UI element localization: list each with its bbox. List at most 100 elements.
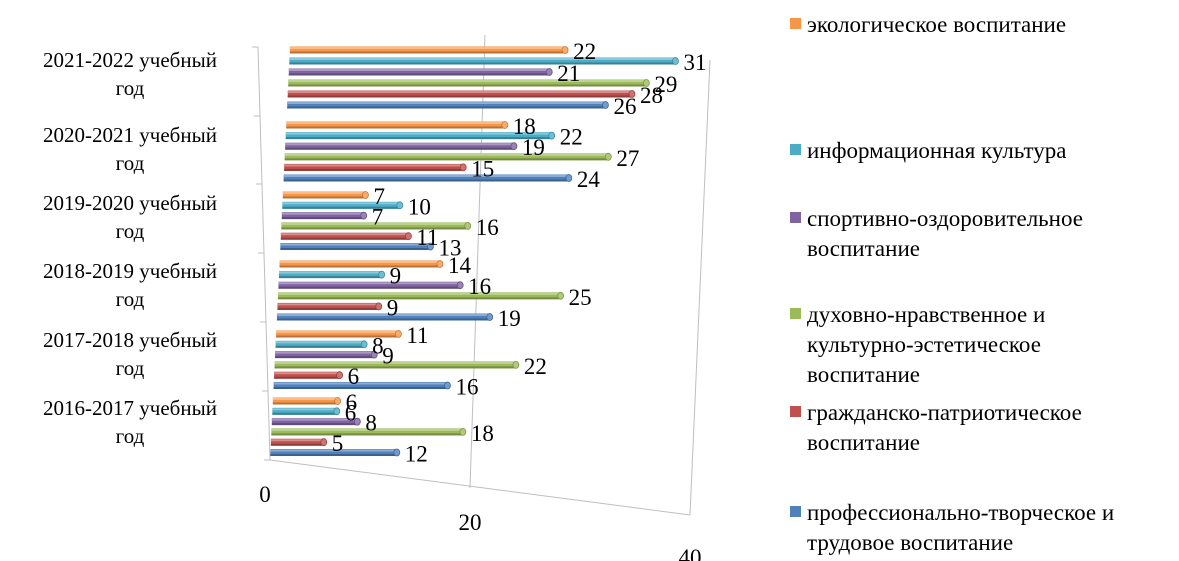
- bar-highlight: [281, 222, 468, 225]
- bar: [284, 163, 464, 171]
- bar: [273, 382, 448, 389]
- bar-cap: [360, 211, 368, 220]
- bar-highlight: [279, 261, 440, 263]
- bar-cap: [360, 340, 368, 349]
- bar-highlight: [280, 233, 409, 236]
- bar-cap: [545, 68, 553, 76]
- bar-chart: 2016-2017 учебный год 2017-2018 учебный год…: [43, 34, 711, 561]
- bar: [288, 79, 647, 87]
- data-label: 9: [390, 264, 402, 289]
- data-label: 15: [471, 156, 494, 181]
- bar-shadow: [278, 276, 382, 279]
- bar: [272, 407, 337, 415]
- data-label: 6: [346, 390, 358, 415]
- bar-cap: [628, 90, 636, 98]
- bar-cap: [557, 291, 564, 300]
- legend-label: духовно-нравственное и культурно-эстетич…: [807, 302, 1046, 387]
- category-label: год: [116, 76, 145, 100]
- bar-cap: [512, 360, 520, 369]
- bar-highlight: [287, 102, 606, 104]
- bar-shadow: [280, 237, 409, 240]
- bar-highlight: [271, 418, 358, 421]
- bar-highlight: [271, 428, 463, 431]
- bar-cap: [396, 201, 404, 210]
- bar-highlight: [273, 382, 448, 385]
- data-label: 22: [524, 354, 547, 379]
- data-label: 22: [560, 125, 583, 150]
- bar-cap: [427, 242, 434, 251]
- bar: [289, 46, 566, 54]
- bar-shadow: [270, 443, 324, 446]
- bar: [284, 153, 609, 161]
- bar-cap: [501, 121, 509, 129]
- bar: [276, 330, 399, 338]
- data-label: 25: [569, 285, 592, 310]
- data-label: 16: [455, 375, 478, 400]
- bar-cap: [378, 270, 386, 279]
- data-label: 28: [640, 83, 663, 108]
- bar: [278, 281, 461, 289]
- legend-swatch: [790, 308, 801, 319]
- bar-highlight: [288, 69, 550, 71]
- bar-shadow: [271, 433, 463, 436]
- bar-shadow: [278, 286, 461, 289]
- bar-highlight: [276, 331, 399, 333]
- bar: [270, 449, 397, 456]
- bar-cap: [395, 330, 402, 338]
- gridline-20: [469, 34, 486, 489]
- data-label: 19: [498, 306, 521, 331]
- bar-highlight: [272, 398, 338, 400]
- x-tick-label: 40: [679, 545, 702, 561]
- category-label: год: [116, 287, 145, 311]
- bar-cap: [353, 417, 361, 426]
- bar-shadow: [276, 318, 490, 321]
- legend-item-sport: спортивно-оздоровительное воспитание: [790, 204, 1167, 264]
- bar-shadow: [277, 297, 561, 300]
- category-label: 2020-2021 учебный: [43, 123, 217, 147]
- data-label: 6: [345, 400, 357, 425]
- bar: [271, 418, 358, 426]
- legend-swatch: [790, 406, 801, 417]
- bar-highlight: [280, 243, 431, 246]
- data-label: 14: [448, 253, 472, 278]
- legend-label: спортивно-оздоровительное воспитание: [807, 206, 1083, 261]
- data-label: 7: [372, 205, 384, 230]
- data-label: 6: [348, 364, 360, 389]
- bar: [279, 260, 440, 268]
- bar-shadow: [286, 126, 505, 129]
- bar: [280, 232, 409, 240]
- category-label: год: [116, 424, 145, 448]
- category-label: год: [116, 219, 145, 243]
- category-label: год: [116, 151, 145, 175]
- bar: [276, 313, 490, 321]
- bar-highlight: [283, 175, 569, 177]
- bar-shadow: [275, 345, 365, 348]
- bar-shadow: [277, 307, 379, 310]
- bar-cap: [336, 371, 344, 380]
- bar-cap: [320, 438, 328, 447]
- data-label: 27: [616, 146, 639, 171]
- bar-highlight: [289, 47, 566, 49]
- bar: [286, 121, 505, 129]
- data-label: 12: [405, 442, 428, 467]
- bar-shadow: [285, 147, 514, 150]
- chart-bars: [270, 46, 679, 457]
- bar-cap: [334, 397, 341, 405]
- bar-highlight: [272, 408, 337, 411]
- bar-shadow: [274, 376, 340, 379]
- data-label: 21: [557, 61, 580, 86]
- bar: [271, 428, 463, 436]
- bar: [275, 351, 375, 359]
- legend-swatch: [790, 212, 801, 223]
- data-label: 31: [683, 50, 706, 75]
- bar-shadow: [289, 62, 676, 65]
- bar-shadow: [289, 51, 566, 54]
- bar-shadow: [279, 265, 440, 268]
- bar: [281, 222, 468, 230]
- legend-item-patriotic: гражданско-патриотическое воспитание: [790, 398, 1167, 458]
- bar: [288, 68, 550, 76]
- category-label: 2019-2020 учебный: [43, 191, 217, 215]
- category-labels: 2016-2017 учебный год 2017-2018 учебный год…: [43, 48, 217, 448]
- bar-highlight: [284, 153, 609, 156]
- bar-highlight: [270, 449, 397, 452]
